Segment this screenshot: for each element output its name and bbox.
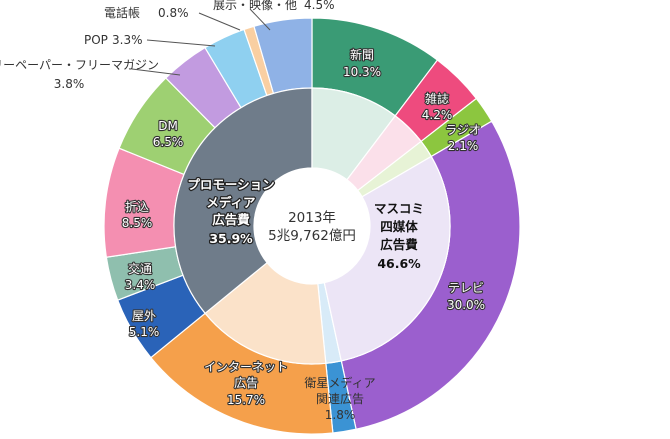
value-phonebook: 0.8% bbox=[158, 6, 189, 20]
center-total-label: 5兆9,762億円 bbox=[268, 228, 356, 244]
value-insert: 8.5% bbox=[122, 216, 153, 230]
value-freepaper: 3.8% bbox=[54, 77, 85, 91]
leader-line-phonebook bbox=[198, 12, 241, 31]
promo-group-label-2: メディア bbox=[206, 195, 255, 210]
label-magazine: 雑誌 bbox=[425, 91, 449, 106]
mass-media-group-label-1: マスコミ bbox=[374, 201, 424, 216]
leader-line-pop bbox=[146, 39, 216, 47]
value-exhibition: 4.5% bbox=[304, 0, 335, 12]
label-newspaper: 新聞 bbox=[350, 47, 374, 62]
label-satellite-1: 衛星メディア bbox=[304, 375, 375, 390]
promo-group-label-3: 広告費 bbox=[212, 212, 250, 227]
value-outdoor: 5.1% bbox=[129, 325, 160, 339]
label-internet-2: 広告 bbox=[234, 376, 258, 390]
leader-lines bbox=[131, 8, 271, 76]
label-freepaper: フリーペーパー・フリーマガジン bbox=[0, 58, 159, 72]
outer-ring bbox=[103, 17, 521, 435]
inner-ring bbox=[173, 87, 451, 365]
label-pop: POP bbox=[84, 33, 108, 47]
value-transit: 3.4% bbox=[125, 278, 156, 292]
value-dm: 6.5% bbox=[153, 135, 184, 149]
value-magazine: 4.2% bbox=[422, 108, 453, 122]
label-tv: テレビ bbox=[448, 281, 484, 295]
mass-media-group-label-3: 広告費 bbox=[380, 237, 418, 252]
value-newspaper: 10.3% bbox=[343, 65, 381, 79]
leader-line-freepaper bbox=[131, 68, 181, 76]
value-satellite: 1.8% bbox=[325, 408, 356, 422]
label-phonebook: 電話帳 bbox=[104, 5, 140, 20]
label-insert: 折込 bbox=[125, 199, 149, 214]
center-year-label: 2013年 bbox=[288, 210, 336, 226]
label-satellite-2: 関連広告 bbox=[316, 392, 364, 406]
promo-group-value: 35.9% bbox=[209, 231, 253, 246]
label-internet-1: インターネット bbox=[204, 360, 288, 374]
value-radio: 2.1% bbox=[448, 139, 479, 153]
mass-media-group-label-2: 四媒体 bbox=[380, 219, 418, 234]
value-pop: 3.3% bbox=[112, 33, 143, 47]
promo-group-label-1: プロモーション bbox=[187, 177, 274, 192]
label-transit: 交通 bbox=[128, 261, 152, 276]
label-radio: ラジオ bbox=[445, 123, 481, 137]
value-internet: 15.7% bbox=[227, 393, 265, 407]
center-hole bbox=[254, 168, 370, 284]
label-outdoor: 屋外 bbox=[132, 309, 156, 323]
leader-line-exhibition bbox=[249, 8, 271, 31]
value-tv: 30.0% bbox=[447, 298, 485, 312]
label-exhibition: 展示・映像・他 bbox=[213, 0, 297, 12]
label-dm: DM bbox=[158, 119, 178, 133]
mass-media-group-value: 46.6% bbox=[377, 256, 421, 271]
